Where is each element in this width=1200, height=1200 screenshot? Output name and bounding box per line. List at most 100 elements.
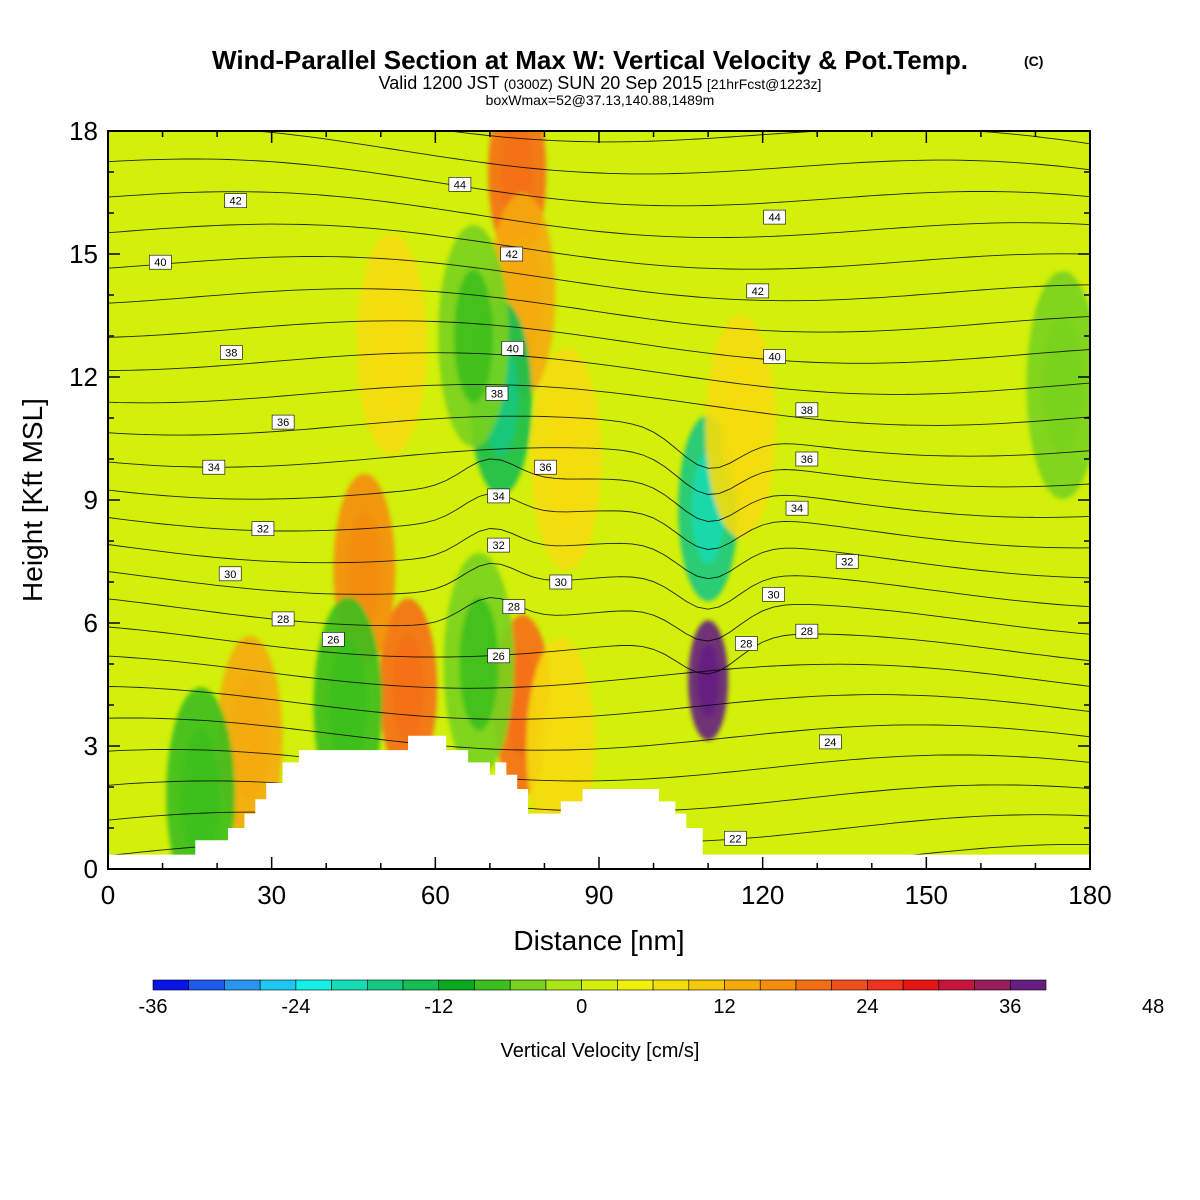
colorbar-swatch <box>581 979 618 991</box>
contour-label: 44 <box>448 177 472 192</box>
contour-label-text: 36 <box>539 462 551 474</box>
contour-label-box <box>448 177 472 192</box>
colorbar-swatch <box>795 979 832 991</box>
contour-label: 38 <box>485 386 509 401</box>
colorbar-swatch <box>938 979 975 991</box>
colorbar-tick-label: -36 <box>139 996 168 1018</box>
contour-label-text: 28 <box>277 614 289 626</box>
theta-contour <box>108 749 1090 782</box>
colorbar-swatch <box>474 979 511 991</box>
contour-label-text: 44 <box>769 212 781 224</box>
contour-label-box <box>819 734 842 750</box>
contour-label-text: 36 <box>801 454 813 466</box>
colorbar-swatch <box>224 979 261 991</box>
colorbar-swatch <box>295 979 332 991</box>
theta-contour <box>108 655 1090 689</box>
contour-label: 30 <box>762 586 785 602</box>
contour-label: 22 <box>724 830 747 846</box>
colorbar-swatch <box>545 979 582 991</box>
x-tick-label: 60 <box>421 880 450 910</box>
velocity-core <box>231 676 268 799</box>
contour-label-text: 36 <box>277 417 289 429</box>
valid-utc: (0300Z) <box>504 76 553 92</box>
contour-label-text: 28 <box>740 639 752 651</box>
contour-label-box <box>795 623 819 639</box>
contour-label-text: 26 <box>327 634 339 646</box>
theta-contour <box>108 686 1090 720</box>
theta-contour <box>108 447 1090 495</box>
contour-label-text: 28 <box>801 626 813 638</box>
contour-label-box <box>795 451 819 467</box>
x-tick-label: 90 <box>585 880 614 910</box>
contour-label-text: 28 <box>508 602 520 614</box>
contour-label-box <box>534 459 557 475</box>
contour-label-text: 40 <box>769 352 781 364</box>
contour-label-box <box>734 636 758 651</box>
contour-label-box <box>500 246 524 262</box>
contour-label-text: 34 <box>791 503 803 515</box>
colorbar-tick-label: 12 <box>713 996 735 1018</box>
velocity-core <box>372 277 412 411</box>
colorbar-swatch <box>759 979 797 991</box>
y-tick-label: 9 <box>84 485 98 515</box>
contour-label-box <box>271 611 295 627</box>
contour-label: 42 <box>224 193 247 208</box>
colorbar-swatch <box>438 979 475 991</box>
theta-contour <box>108 223 1090 270</box>
contour-label: 26 <box>487 648 510 664</box>
contour-label-text: 24 <box>824 737 836 749</box>
x-tick-label: 30 <box>257 880 286 910</box>
colorbar-tick-label: -12 <box>424 996 453 1018</box>
y-tick-label: 15 <box>69 239 98 269</box>
velocity-core <box>454 269 493 403</box>
contour-label-text: 40 <box>507 343 519 355</box>
valid-time: Valid 1200 JST <box>379 73 500 93</box>
contour-label: 44 <box>763 209 786 225</box>
colorbar-swatch <box>1009 979 1047 991</box>
contour-label-box <box>219 345 243 360</box>
colorbar-swatch <box>331 979 368 991</box>
contour-label: 30 <box>549 574 573 590</box>
contour-label-box <box>251 521 275 537</box>
colorbar-tick-label: 0 <box>576 996 587 1018</box>
contour-label-box <box>202 459 226 475</box>
theta-contour <box>108 415 1090 469</box>
contour-label: 38 <box>219 345 243 360</box>
contour-label-box <box>487 488 510 504</box>
y-tick-label: 0 <box>84 854 98 884</box>
contour-label-text: 30 <box>224 569 236 581</box>
contour-label-box <box>763 209 786 225</box>
contour-label: 32 <box>251 521 275 537</box>
box-wmax-line: boxWmax=52@37.13,140.88,1489m <box>486 92 715 108</box>
contour-label-text: 34 <box>208 462 220 474</box>
contour-label-box <box>149 254 172 270</box>
contour-label-text: 38 <box>491 388 503 400</box>
contour-label: 36 <box>795 451 819 467</box>
contour-label: 26 <box>322 632 345 647</box>
colorbar-swatch <box>402 979 440 991</box>
contour-label: 34 <box>785 500 809 516</box>
copyright-mark: (C) <box>1024 53 1043 69</box>
velocity-core <box>546 392 586 526</box>
contour-label-text: 44 <box>454 179 466 191</box>
theta-contour <box>108 717 1090 751</box>
contour-label: 24 <box>819 734 842 750</box>
contour-label: 40 <box>501 340 525 356</box>
contour-label: 34 <box>487 488 510 504</box>
theta-contour <box>108 597 1090 642</box>
x-tick-label: 150 <box>905 880 948 910</box>
contour-label-box <box>487 648 510 664</box>
contour-label: 30 <box>218 566 242 582</box>
colorbar-tick-label: -24 <box>281 996 310 1018</box>
valid-line: Valid 1200 JST (0300Z) SUN 20 Sep 2015 [… <box>379 73 822 93</box>
x-tick-label: 0 <box>101 880 115 910</box>
colorbar-swatch <box>902 979 940 991</box>
contour-label-box <box>795 402 819 418</box>
x-axis: 0 30 60 90 120 150 180 <box>101 131 1112 910</box>
contour-label-text: 38 <box>225 347 237 359</box>
contour-label-box <box>746 283 770 299</box>
contour-label: 34 <box>202 459 226 475</box>
contour-label: 42 <box>500 246 524 262</box>
contour-label-text: 42 <box>230 196 242 208</box>
x-axis-label: Distance [nm] <box>513 925 684 956</box>
